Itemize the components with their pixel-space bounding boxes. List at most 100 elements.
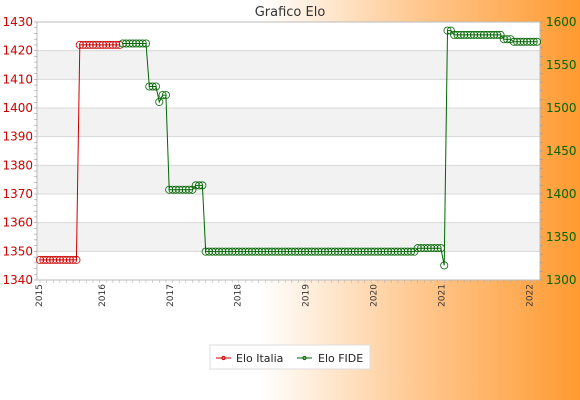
data-point bbox=[228, 247, 237, 256]
y-left-tick-label: 1430 bbox=[2, 15, 33, 29]
data-point bbox=[529, 37, 538, 46]
data-point bbox=[334, 247, 343, 256]
data-point bbox=[483, 30, 492, 39]
data-point bbox=[65, 255, 74, 264]
legend: Elo Italia Elo FIDE bbox=[209, 344, 371, 370]
data-point bbox=[433, 244, 442, 253]
data-point bbox=[443, 26, 452, 35]
data-point bbox=[264, 247, 273, 256]
data-point bbox=[261, 247, 270, 256]
data-point bbox=[294, 247, 303, 256]
data-point bbox=[499, 35, 508, 44]
data-point bbox=[158, 91, 167, 100]
data-point bbox=[317, 247, 326, 256]
data-point bbox=[367, 247, 376, 256]
data-point bbox=[470, 30, 479, 39]
data-point bbox=[165, 185, 174, 194]
series-layer bbox=[36, 26, 542, 270]
data-point bbox=[195, 181, 204, 190]
data-point bbox=[523, 37, 532, 46]
data-point bbox=[89, 40, 98, 49]
data-point bbox=[456, 30, 465, 39]
data-point bbox=[244, 247, 253, 256]
data-point bbox=[291, 247, 300, 256]
data-point bbox=[135, 39, 144, 48]
grid-band bbox=[37, 136, 540, 166]
data-point bbox=[36, 255, 45, 264]
data-point bbox=[108, 40, 117, 49]
data-point bbox=[476, 30, 485, 39]
data-point bbox=[132, 39, 141, 48]
data-point bbox=[62, 255, 71, 264]
data-point bbox=[314, 247, 323, 256]
data-point bbox=[142, 39, 151, 48]
legend-dot-elo-fide bbox=[302, 355, 307, 361]
data-point bbox=[175, 185, 184, 194]
data-point bbox=[390, 247, 399, 256]
data-point bbox=[211, 247, 220, 256]
data-point bbox=[102, 40, 111, 49]
data-point bbox=[98, 40, 107, 49]
data-point bbox=[420, 244, 429, 253]
data-point bbox=[489, 30, 498, 39]
y-right-tick-label: 1600 bbox=[546, 15, 577, 29]
data-point bbox=[161, 91, 170, 100]
data-point bbox=[354, 247, 363, 256]
data-point bbox=[201, 247, 210, 256]
data-point bbox=[39, 255, 48, 264]
y-left-tick-label: 1410 bbox=[2, 72, 33, 86]
y-axis-right: 1300 1350 1400 1450 1500 1550 1600 bbox=[540, 15, 577, 287]
data-point bbox=[466, 30, 475, 39]
data-point bbox=[59, 255, 68, 264]
data-point bbox=[178, 185, 187, 194]
x-tick-label: 2021 bbox=[437, 284, 447, 307]
data-point bbox=[460, 30, 469, 39]
data-point bbox=[387, 247, 396, 256]
grid-band bbox=[37, 50, 540, 80]
data-point bbox=[271, 247, 280, 256]
y-right-tick-label: 1500 bbox=[546, 101, 577, 115]
data-point bbox=[463, 30, 472, 39]
y-left-tick-label: 1380 bbox=[2, 158, 33, 172]
data-point bbox=[95, 40, 104, 49]
y-right-tick-label: 1450 bbox=[546, 144, 577, 158]
data-point bbox=[357, 247, 366, 256]
data-point bbox=[526, 37, 535, 46]
data-point bbox=[340, 247, 349, 256]
data-point bbox=[311, 247, 320, 256]
data-point bbox=[417, 244, 426, 253]
grid-band bbox=[37, 251, 540, 280]
data-point bbox=[218, 247, 227, 256]
data-point bbox=[330, 247, 339, 256]
y-left-tick-label: 1390 bbox=[2, 130, 33, 144]
data-point bbox=[360, 247, 369, 256]
data-point bbox=[241, 247, 250, 256]
y-right-tick-label: 1400 bbox=[546, 187, 577, 201]
grid-bands bbox=[37, 22, 540, 280]
grid-band bbox=[37, 79, 540, 108]
data-point bbox=[151, 82, 160, 91]
y-left-tick-label: 1360 bbox=[2, 216, 33, 230]
data-point bbox=[364, 247, 373, 256]
y-right-tick-label: 1300 bbox=[546, 273, 577, 287]
data-point bbox=[92, 40, 101, 49]
data-point bbox=[148, 82, 157, 91]
data-point bbox=[138, 39, 147, 48]
data-point bbox=[453, 30, 462, 39]
data-point bbox=[267, 247, 276, 256]
data-point bbox=[72, 255, 81, 264]
data-point bbox=[234, 247, 243, 256]
x-tick-label: 2018 bbox=[234, 284, 244, 307]
data-point bbox=[516, 37, 525, 46]
data-point bbox=[327, 247, 336, 256]
y-left-tick-label: 1340 bbox=[2, 273, 33, 287]
data-point bbox=[204, 247, 213, 256]
data-point bbox=[473, 30, 482, 39]
data-point bbox=[370, 247, 379, 256]
chart-title: Grafico Elo bbox=[255, 5, 326, 20]
data-point bbox=[450, 30, 459, 39]
data-point bbox=[297, 247, 306, 256]
data-point bbox=[122, 39, 131, 48]
data-point bbox=[407, 247, 416, 256]
data-point bbox=[145, 82, 154, 91]
